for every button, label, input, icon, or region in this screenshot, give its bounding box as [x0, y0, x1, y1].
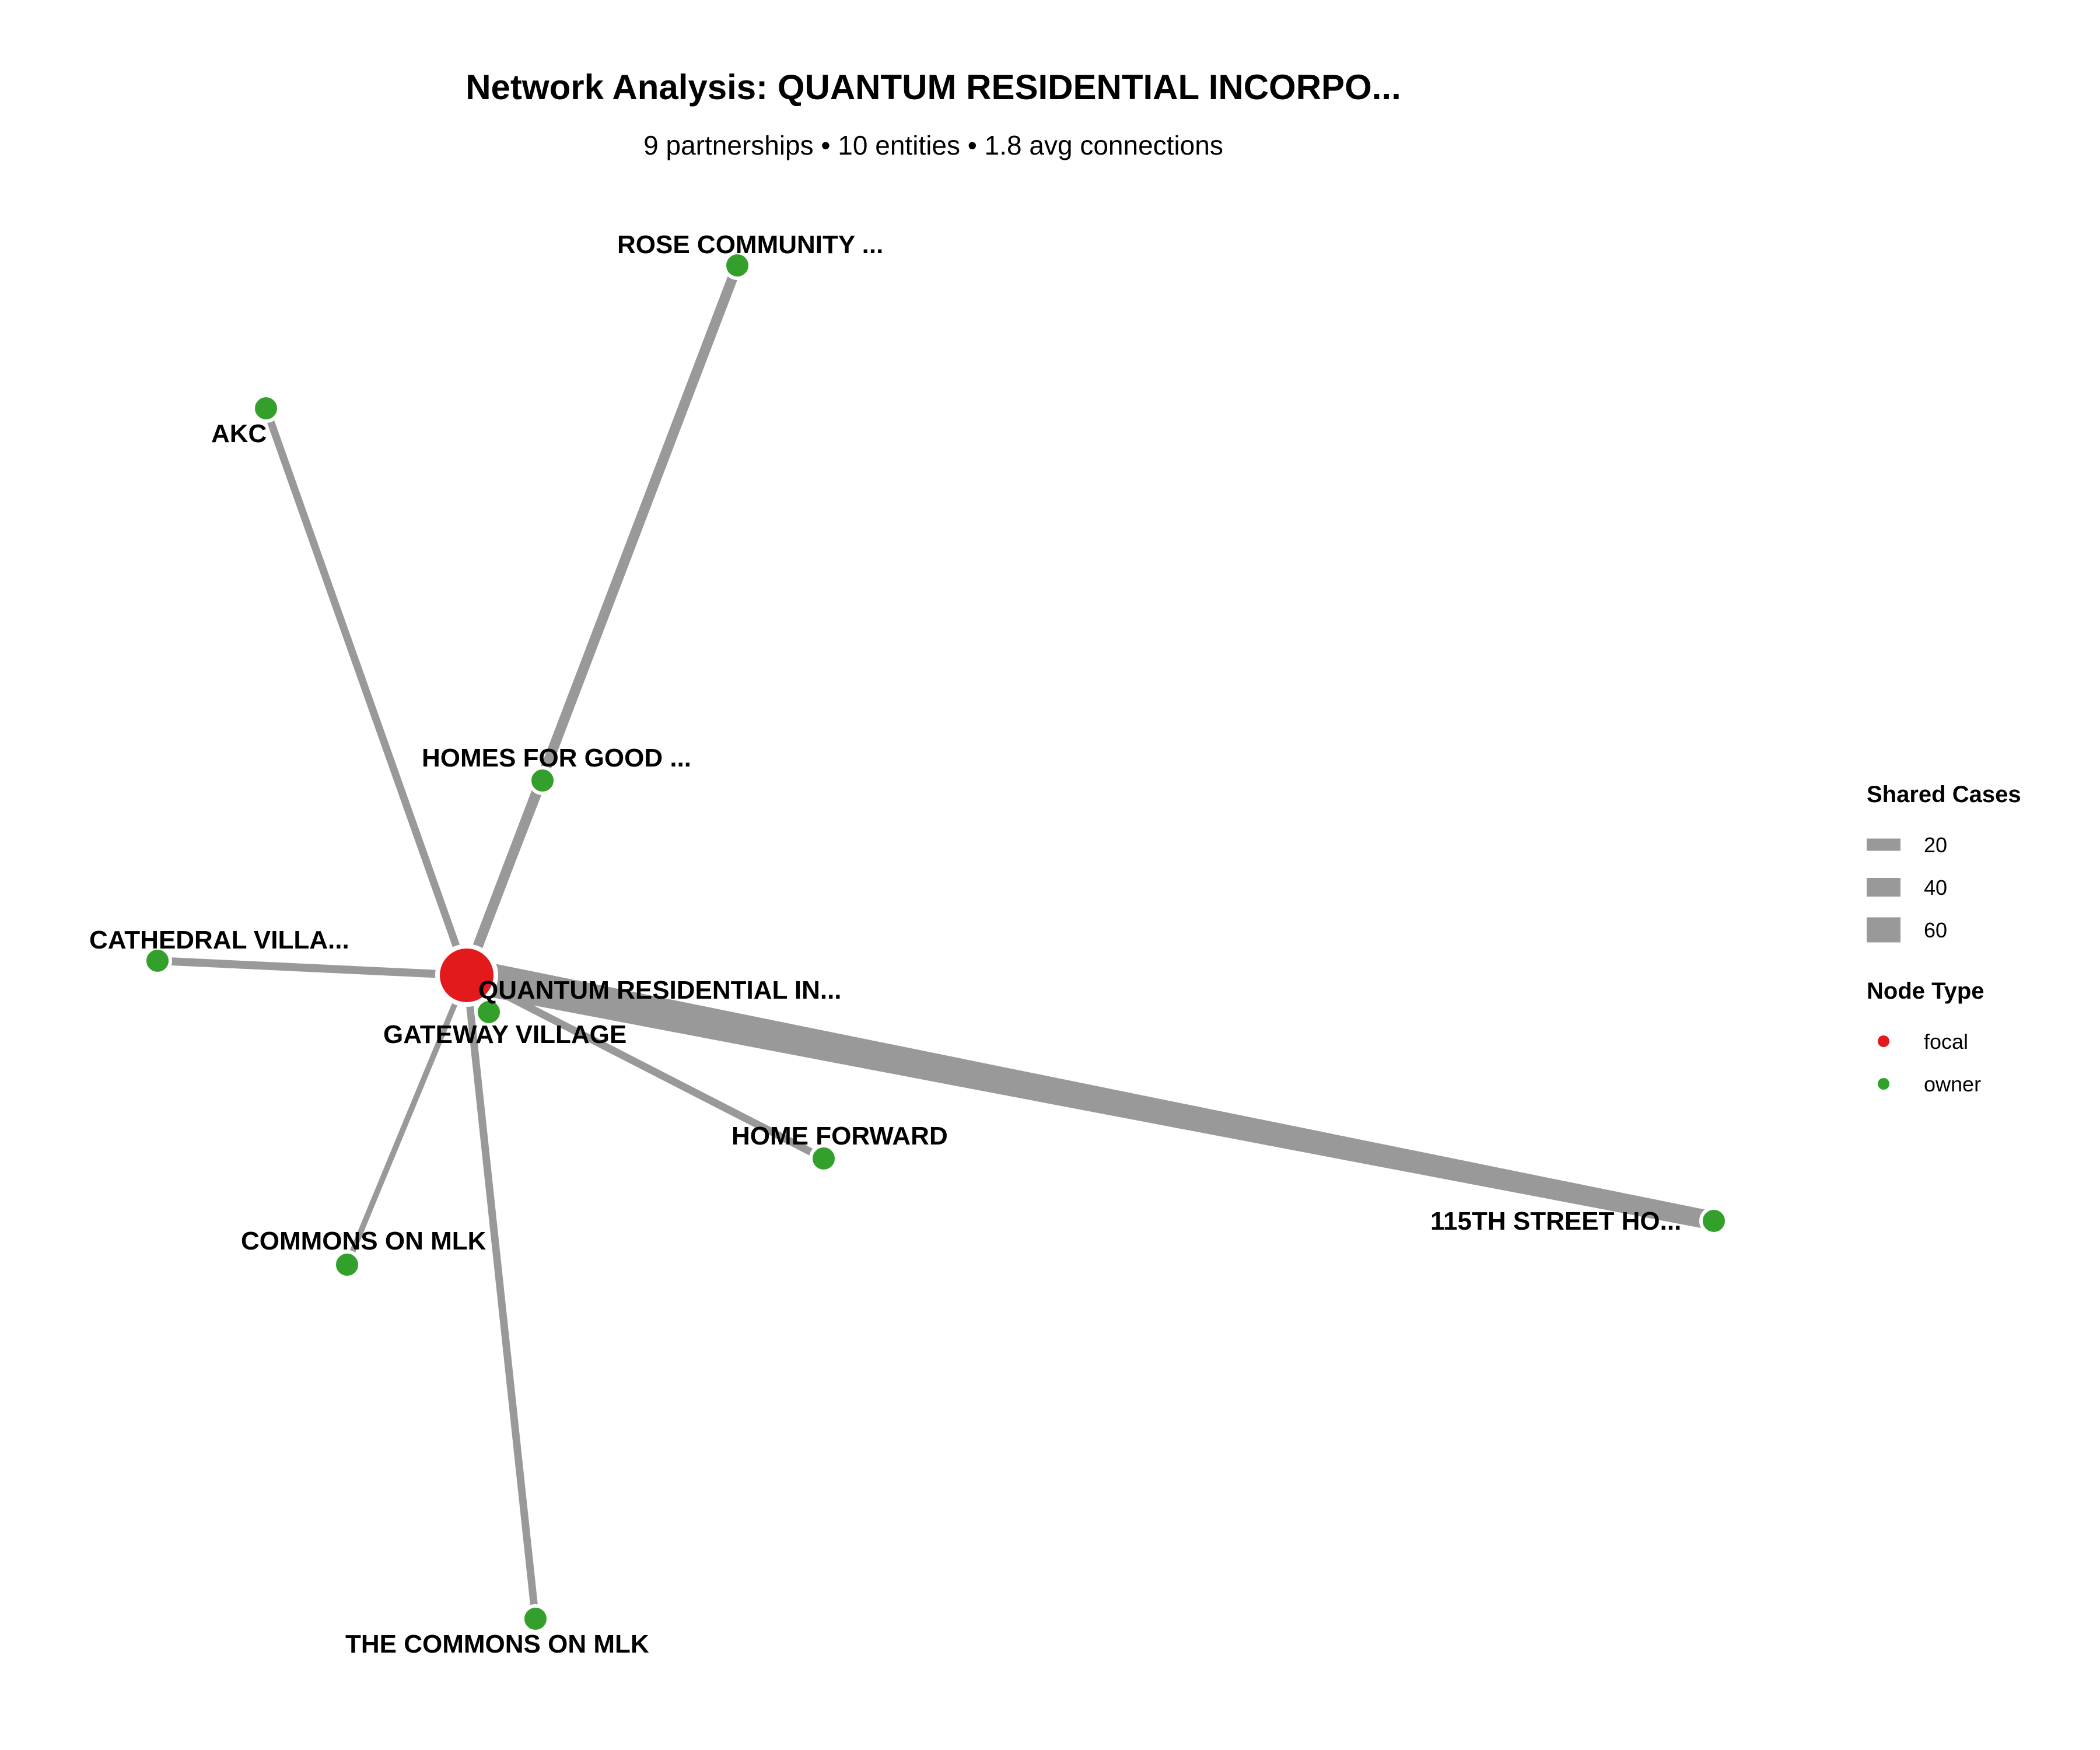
edge-quantum-commons_mlk [344, 974, 470, 1266]
edge-quantum-homes_for_good [463, 779, 547, 977]
node-label-commons_mlk: COMMONS ON MLK [241, 1227, 487, 1255]
node-akc[interactable] [251, 394, 281, 423]
node-homes_for_good[interactable] [528, 766, 557, 795]
node-the_commons_mlk[interactable] [521, 1604, 550, 1633]
legend-type-label-owner: owner [1924, 1072, 1981, 1096]
node-label-cathedral: CATHEDRAL VILLA... [89, 926, 349, 954]
legend-shared-cases-title: Shared Cases [1867, 782, 2021, 807]
chart-title: Network Analysis: QUANTUM RESIDENTIAL IN… [466, 68, 1401, 107]
edge-quantum-cathedral [157, 957, 467, 979]
node-label-rose: ROSE COMMUNITY ... [617, 230, 883, 259]
legend-width-swatch-40 [1867, 878, 1901, 897]
edges-layer [157, 263, 1716, 1619]
node-cathedral[interactable] [143, 946, 172, 975]
nodes-layer [143, 251, 1728, 1633]
legend-width-swatch-60 [1867, 917, 1901, 943]
node-label-homes_for_good: HOMES FOR GOOD ... [422, 744, 691, 772]
legend-type-swatch-owner [1878, 1078, 1889, 1090]
node-label-quantum: QUANTUM RESIDENTIAL IN... [478, 976, 842, 1005]
node-home_forward[interactable] [809, 1144, 838, 1173]
legend-width-swatch-20 [1867, 838, 1901, 851]
node-label-gateway: GATEWAY VILLAGE [383, 1020, 626, 1049]
node-commons_mlk[interactable] [332, 1250, 362, 1279]
legend-width-label-40: 40 [1924, 876, 1947, 900]
legend-node-type-items: focal owner [1878, 1030, 1981, 1096]
edge-quantum-akc [262, 407, 471, 977]
legend: Shared Cases 20 40 60 Node Type focal owner [1867, 782, 2021, 1096]
node-label-the_commons_mlk: THE COMMONS ON MLK [345, 1630, 649, 1658]
legend-shared-cases-items: 20 40 60 [1867, 833, 1947, 943]
node-quantum[interactable] [435, 944, 498, 1007]
node-rose[interactable] [723, 251, 752, 280]
legend-width-label-20: 20 [1924, 833, 1947, 857]
legend-type-swatch-focal [1878, 1035, 1889, 1047]
legend-node-type-title: Node Type [1867, 978, 1985, 1004]
legend-width-label-60: 60 [1924, 918, 1947, 942]
edge-quantum-home_forward [465, 972, 825, 1162]
labels-layer: QUANTUM RESIDENTIAL IN... ROSE COMMUNITY … [89, 230, 1681, 1658]
edge-quantum-the_commons_mlk [463, 975, 540, 1619]
chart-subtitle: 9 partnerships • 10 entities • 1.8 avg c… [643, 130, 1223, 160]
node-label-akc: AKC [211, 419, 267, 448]
node-st115[interactable] [1699, 1206, 1728, 1236]
edge-quantum-st115 [463, 958, 1716, 1230]
legend-type-label-focal: focal [1924, 1030, 1968, 1054]
node-label-home_forward: HOME FORWARD [732, 1122, 948, 1150]
node-gateway[interactable] [474, 998, 503, 1027]
node-label-st115: 115TH STREET HO... [1430, 1207, 1681, 1236]
